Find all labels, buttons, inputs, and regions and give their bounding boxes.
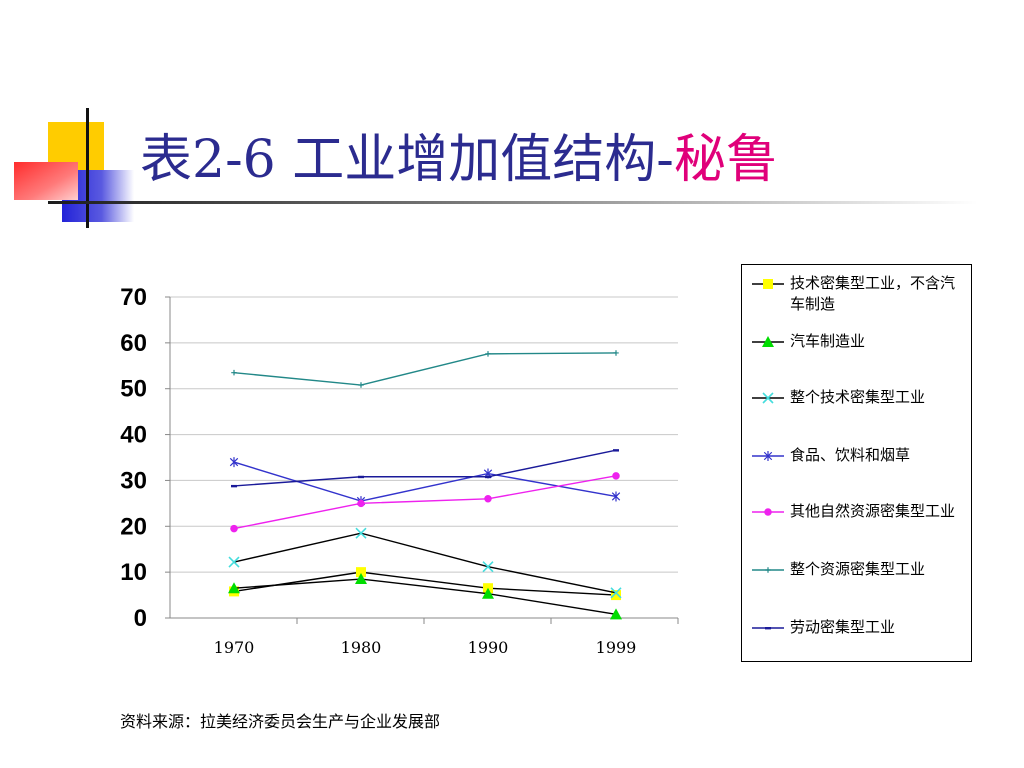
- legend-label: 其他自然资源密集型工业: [790, 502, 956, 520]
- legend-label: 整个技术密集型工业: [790, 388, 926, 406]
- y-tick-label: 40: [120, 422, 147, 449]
- y-tick-label: 30: [120, 467, 147, 494]
- data-point: [355, 527, 367, 539]
- data-point: [613, 350, 619, 356]
- series: [228, 573, 622, 620]
- data-point: [355, 573, 367, 585]
- chart-legend: 技术密集型工业，不含汽车制造汽车制造业整个技术密集型工业 食品、饮料和烟草其他自然…: [741, 264, 972, 662]
- legend-symbol: [752, 392, 784, 404]
- data-point: [765, 627, 771, 630]
- slide-title-main: 表2-6 工业增加值结构-: [140, 130, 674, 190]
- data-point: [763, 451, 773, 461]
- series-line: [233, 578, 617, 616]
- data-point: [482, 561, 494, 573]
- series: [231, 350, 619, 388]
- data-point: [611, 590, 621, 601]
- y-tick-label: 20: [120, 513, 147, 540]
- source-note: 资料来源：拉美经济委员会生产与企业发展部: [120, 712, 441, 731]
- y-tick-label: 70: [120, 284, 147, 311]
- data-point: [762, 392, 774, 404]
- data-point: [358, 475, 364, 479]
- data-point: [765, 567, 771, 573]
- data-point: [228, 556, 240, 568]
- legend-symbol: [752, 279, 784, 289]
- deco-red-square: [14, 162, 78, 200]
- series: [228, 527, 622, 599]
- y-tick-label: 0: [134, 605, 147, 632]
- slide-title-accent: 秘鲁: [673, 130, 778, 190]
- data-point: [356, 567, 366, 578]
- series: [230, 472, 620, 533]
- data-point: [231, 484, 237, 488]
- data-point: [357, 499, 365, 508]
- data-point: [482, 587, 494, 599]
- title-underline: [48, 201, 978, 204]
- data-point: [229, 457, 239, 468]
- x-tick-label: 1999: [596, 638, 637, 657]
- x-tick-label: 1980: [341, 638, 382, 657]
- data-point: [228, 582, 240, 594]
- data-point: [613, 449, 619, 452]
- series-line: [233, 532, 617, 594]
- data-point: [610, 587, 622, 599]
- x-tick-label: 1990: [468, 638, 509, 657]
- y-tick-label: 10: [120, 559, 147, 586]
- legend-label: 整个资源密集型工业: [790, 560, 926, 578]
- legend-label: 汽车制造业: [790, 332, 866, 350]
- data-point: [485, 475, 491, 479]
- data-point: [611, 491, 621, 502]
- data-point: [612, 472, 620, 480]
- series: [231, 449, 619, 488]
- data-point: [762, 336, 774, 347]
- data-point: [484, 495, 492, 503]
- data-point: [763, 279, 773, 289]
- legend-label: 劳动密集型工业: [790, 618, 896, 636]
- deco-vertical-line: [86, 108, 89, 228]
- legend-symbol: [752, 336, 784, 347]
- legend-label: 技术密集型工业，不含汽车制造: [790, 274, 956, 313]
- legend-symbol: [752, 451, 784, 461]
- legend-symbol: [752, 567, 784, 573]
- legend-symbol: [752, 508, 784, 516]
- series-line: [233, 475, 617, 530]
- y-tick-label: 50: [120, 376, 147, 403]
- legend-label: 食品、饮料和烟草: [790, 446, 911, 464]
- series-line: [233, 571, 617, 596]
- data-point: [230, 524, 238, 533]
- x-tick-label: 1970: [214, 638, 255, 657]
- legend-symbol: [752, 627, 784, 630]
- data-point: [231, 369, 237, 376]
- slide-title: 表2-6 工业增加值结构-秘鲁: [140, 122, 778, 198]
- series-line: [233, 352, 617, 386]
- data-point: [610, 608, 622, 620]
- y-tick-label: 60: [120, 330, 147, 357]
- data-point: [485, 351, 491, 357]
- series-line: [233, 449, 617, 487]
- data-point: [764, 508, 772, 516]
- data-point: [358, 382, 364, 388]
